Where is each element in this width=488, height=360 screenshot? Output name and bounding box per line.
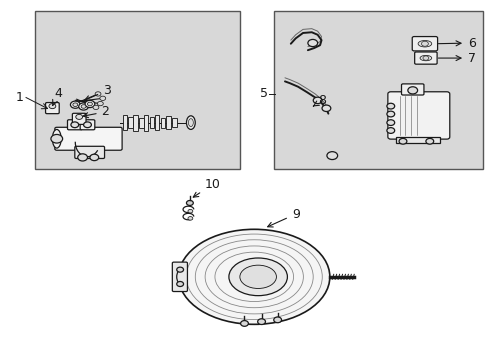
Circle shape [73, 103, 78, 107]
FancyBboxPatch shape [414, 52, 436, 64]
Circle shape [176, 282, 183, 287]
FancyBboxPatch shape [401, 84, 423, 95]
Bar [144, 115, 148, 131]
Circle shape [187, 210, 192, 213]
Text: 3: 3 [84, 84, 111, 100]
Circle shape [76, 114, 82, 120]
Circle shape [386, 111, 394, 117]
Circle shape [322, 105, 330, 112]
Circle shape [78, 154, 87, 161]
Circle shape [313, 97, 322, 104]
Text: 4: 4 [53, 87, 62, 105]
Circle shape [240, 320, 248, 326]
FancyBboxPatch shape [172, 262, 187, 292]
Circle shape [79, 103, 88, 110]
FancyBboxPatch shape [80, 120, 95, 130]
Circle shape [425, 138, 433, 144]
Text: 9: 9 [267, 208, 299, 227]
Ellipse shape [417, 41, 431, 47]
Circle shape [71, 122, 79, 128]
Text: 2: 2 [83, 105, 109, 118]
Bar [155, 116, 159, 130]
FancyBboxPatch shape [67, 120, 82, 130]
Circle shape [95, 92, 101, 96]
Circle shape [187, 217, 192, 220]
Ellipse shape [186, 116, 195, 130]
Circle shape [421, 41, 427, 46]
Bar [172, 118, 176, 127]
Circle shape [307, 40, 317, 46]
Circle shape [97, 102, 103, 106]
Bar [133, 115, 138, 131]
Circle shape [386, 128, 394, 134]
Ellipse shape [228, 258, 287, 296]
Bar [122, 116, 127, 130]
Bar [160, 118, 164, 128]
Bar [273, 12, 483, 169]
Circle shape [386, 120, 394, 126]
Circle shape [81, 105, 86, 108]
Circle shape [83, 122, 91, 128]
Text: 7: 7 [438, 51, 475, 64]
Text: 8: 8 [313, 94, 326, 107]
Circle shape [407, 87, 417, 94]
Circle shape [273, 317, 281, 323]
Circle shape [90, 154, 99, 161]
Circle shape [422, 56, 428, 60]
FancyBboxPatch shape [387, 92, 449, 139]
FancyBboxPatch shape [72, 113, 86, 125]
Circle shape [87, 102, 92, 106]
FancyBboxPatch shape [411, 37, 437, 51]
FancyBboxPatch shape [45, 103, 59, 114]
Bar [166, 116, 170, 130]
Circle shape [49, 104, 56, 109]
Circle shape [186, 201, 193, 206]
FancyBboxPatch shape [55, 127, 122, 150]
Text: 5: 5 [260, 87, 267, 100]
Bar [395, 137, 439, 143]
Ellipse shape [419, 55, 431, 61]
Circle shape [51, 134, 62, 143]
FancyBboxPatch shape [75, 146, 104, 158]
Bar [150, 117, 154, 129]
Circle shape [70, 101, 80, 108]
Ellipse shape [178, 229, 329, 324]
Text: 6: 6 [438, 36, 475, 50]
Text: 1: 1 [15, 91, 23, 104]
Circle shape [257, 319, 265, 324]
Text: 10: 10 [193, 178, 220, 197]
Ellipse shape [188, 119, 193, 127]
Bar [139, 118, 143, 128]
Ellipse shape [52, 130, 61, 148]
Circle shape [398, 138, 406, 144]
Circle shape [326, 152, 337, 159]
Circle shape [85, 100, 95, 108]
Circle shape [176, 267, 183, 272]
Circle shape [386, 103, 394, 109]
Bar [128, 117, 133, 129]
Ellipse shape [240, 265, 276, 288]
Bar [35, 12, 239, 169]
Circle shape [100, 96, 105, 100]
Circle shape [93, 105, 99, 109]
